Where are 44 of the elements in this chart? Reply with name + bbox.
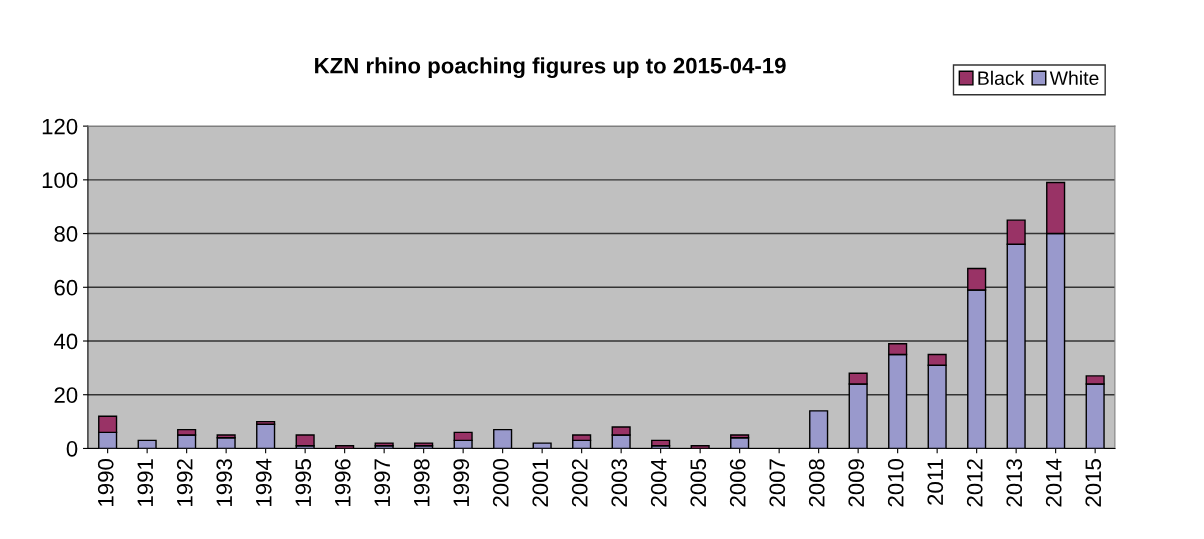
chart-title: KZN rhino poaching figures up to 2015-04-19 xyxy=(315,57,786,79)
x-tick-label: 1995 xyxy=(295,459,312,506)
x-tick-label: 2004 xyxy=(650,458,667,507)
y-tick-label: 40 xyxy=(53,333,78,350)
x-tick-label: 2008 xyxy=(808,459,825,507)
x-tick-label: 2006 xyxy=(729,459,746,507)
y-tick-label: 120 xyxy=(42,118,78,135)
legend-label: White xyxy=(1049,70,1099,86)
x-tick-label: 2015 xyxy=(1085,459,1102,507)
x-tick-label: 2012 xyxy=(966,459,983,507)
bar xyxy=(256,423,276,449)
y-tick-label: 100 xyxy=(42,172,78,189)
x-tick-label: 2010 xyxy=(887,459,904,507)
y-tick-label: 60 xyxy=(54,279,78,296)
x-tick-label: 2011 xyxy=(927,459,944,505)
legend-label: Black xyxy=(978,70,1025,86)
bar xyxy=(335,445,355,449)
bar xyxy=(809,410,829,449)
x-tick-label: 1991 xyxy=(137,459,154,506)
x-tick-label: 2002 xyxy=(571,459,588,507)
x-tick-label: 1997 xyxy=(374,459,391,506)
x-tick-label: 2001 xyxy=(532,459,549,507)
x-tick-label: 1994 xyxy=(255,458,272,506)
bar xyxy=(690,445,710,449)
x-tick-label: 2007 xyxy=(769,459,786,507)
bar xyxy=(493,428,513,449)
x-tick-label: 1990 xyxy=(97,459,114,506)
x-tick-label: 2005 xyxy=(690,459,707,507)
x-tick-label: 2009 xyxy=(848,459,865,507)
x-tick-label: 2000 xyxy=(492,459,509,507)
y-tick-label: 0 xyxy=(66,440,78,457)
x-tick-label: 1999 xyxy=(453,459,470,506)
y-tick-label: 20 xyxy=(54,387,78,403)
x-tick-label: 1993 xyxy=(216,459,233,506)
x-tick-label: 1992 xyxy=(176,459,193,506)
y-tick-label: 80 xyxy=(54,226,78,242)
x-tick-label: 2003 xyxy=(611,459,628,507)
bar xyxy=(295,434,315,447)
bar xyxy=(532,442,552,449)
x-tick-label: 1996 xyxy=(334,459,351,506)
x-tick-label: 2013 xyxy=(1006,459,1023,507)
x-tick-label: 1998 xyxy=(413,459,430,506)
bar xyxy=(137,439,157,449)
x-tick-label: 2014 xyxy=(1045,458,1062,507)
